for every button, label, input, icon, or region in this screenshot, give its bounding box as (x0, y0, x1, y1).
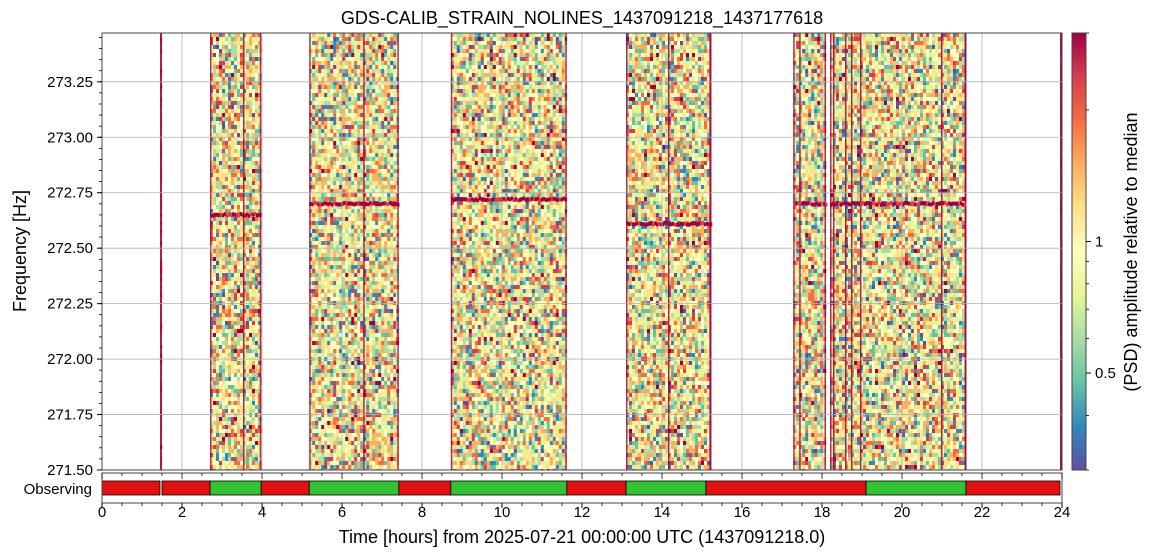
y-tick-label: 271.75 (47, 407, 93, 424)
data-segment (793, 33, 827, 470)
y-tick-label: 272.25 (47, 296, 93, 313)
spectral-line (1060, 205, 1062, 210)
x-tick-label: 20 (894, 504, 911, 521)
data-segment (1060, 33, 1062, 470)
x-tick-label: 12 (574, 504, 591, 521)
x-tick-label: 4 (258, 504, 266, 521)
spectral-line (210, 211, 263, 218)
x-tick-label: 16 (734, 504, 751, 521)
x-tick-label: 8 (418, 504, 426, 521)
x-tick-label: 24 (1054, 504, 1071, 521)
state-segment-off (965, 480, 1061, 496)
state-segment-on (450, 480, 568, 496)
y-axis: 271.50 271.75 272.00 272.25 272.50 272.75 273.… (47, 37, 102, 479)
x-tick-label: 18 (814, 504, 831, 521)
state-segment-on (308, 480, 400, 496)
spectral-line (626, 220, 713, 227)
state-segment-on (625, 480, 707, 496)
x-tick-label: 2 (178, 504, 186, 521)
state-segment-on (865, 480, 967, 496)
observing-state-bar (101, 472, 1063, 504)
data-segment (210, 33, 262, 470)
colorbar-tick-label: 1 (1095, 234, 1103, 251)
spectral-line (793, 200, 828, 207)
data-segment (830, 33, 967, 470)
x-axis: 0 2 4 6 8 10 12 14 16 18 20 22 24 (98, 503, 1071, 521)
state-segment-on (209, 480, 262, 496)
x-tick-label: 22 (974, 504, 991, 521)
state-segment-off (705, 480, 867, 496)
state-segment-off (398, 480, 452, 496)
y-axis-label: Frequency [Hz] (10, 190, 30, 312)
x-tick-label: 0 (98, 504, 106, 521)
colorbar-axis: 0.51 (1086, 32, 1116, 471)
x-tick-label: 6 (338, 504, 346, 521)
x-tick-label: 14 (654, 504, 671, 521)
colorbar-label: (PSD) amplitude relative to median (1121, 112, 1141, 391)
x-tick-label: 10 (494, 504, 511, 521)
data-segment (160, 33, 163, 470)
y-tick-label: 272.75 (47, 185, 93, 202)
y-tick-label: 273.25 (47, 74, 93, 91)
grid-lines (102, 33, 1062, 471)
spectrogram-heatmap (160, 33, 1062, 470)
data-segment (309, 33, 400, 470)
y-tick-label: 273.00 (47, 129, 93, 146)
data-segment (450, 33, 568, 470)
colorbar (1071, 32, 1087, 471)
plot-frame (101, 32, 1063, 471)
y-tick-label: 271.50 (47, 462, 93, 479)
x-axis-label: Time [hours] from 2025-07-21 00:00:00 UT… (339, 527, 826, 547)
state-segment-off (161, 480, 211, 496)
y-tick-label: 272.00 (47, 351, 93, 368)
state-segment-off (260, 480, 310, 496)
spectral-line (830, 200, 967, 207)
spectral-line (309, 200, 400, 207)
y-tick-label: 272.50 (47, 240, 93, 257)
state-segment-off (566, 480, 627, 496)
colorbar-tick-label: 0.5 (1095, 365, 1116, 382)
chart-title: GDS-CALIB_STRAIN_NOLINES_1437091218_1437… (341, 8, 823, 29)
data-segment (626, 33, 712, 470)
state-segment-off (101, 480, 161, 496)
state-bar-label: Observing (24, 481, 92, 498)
